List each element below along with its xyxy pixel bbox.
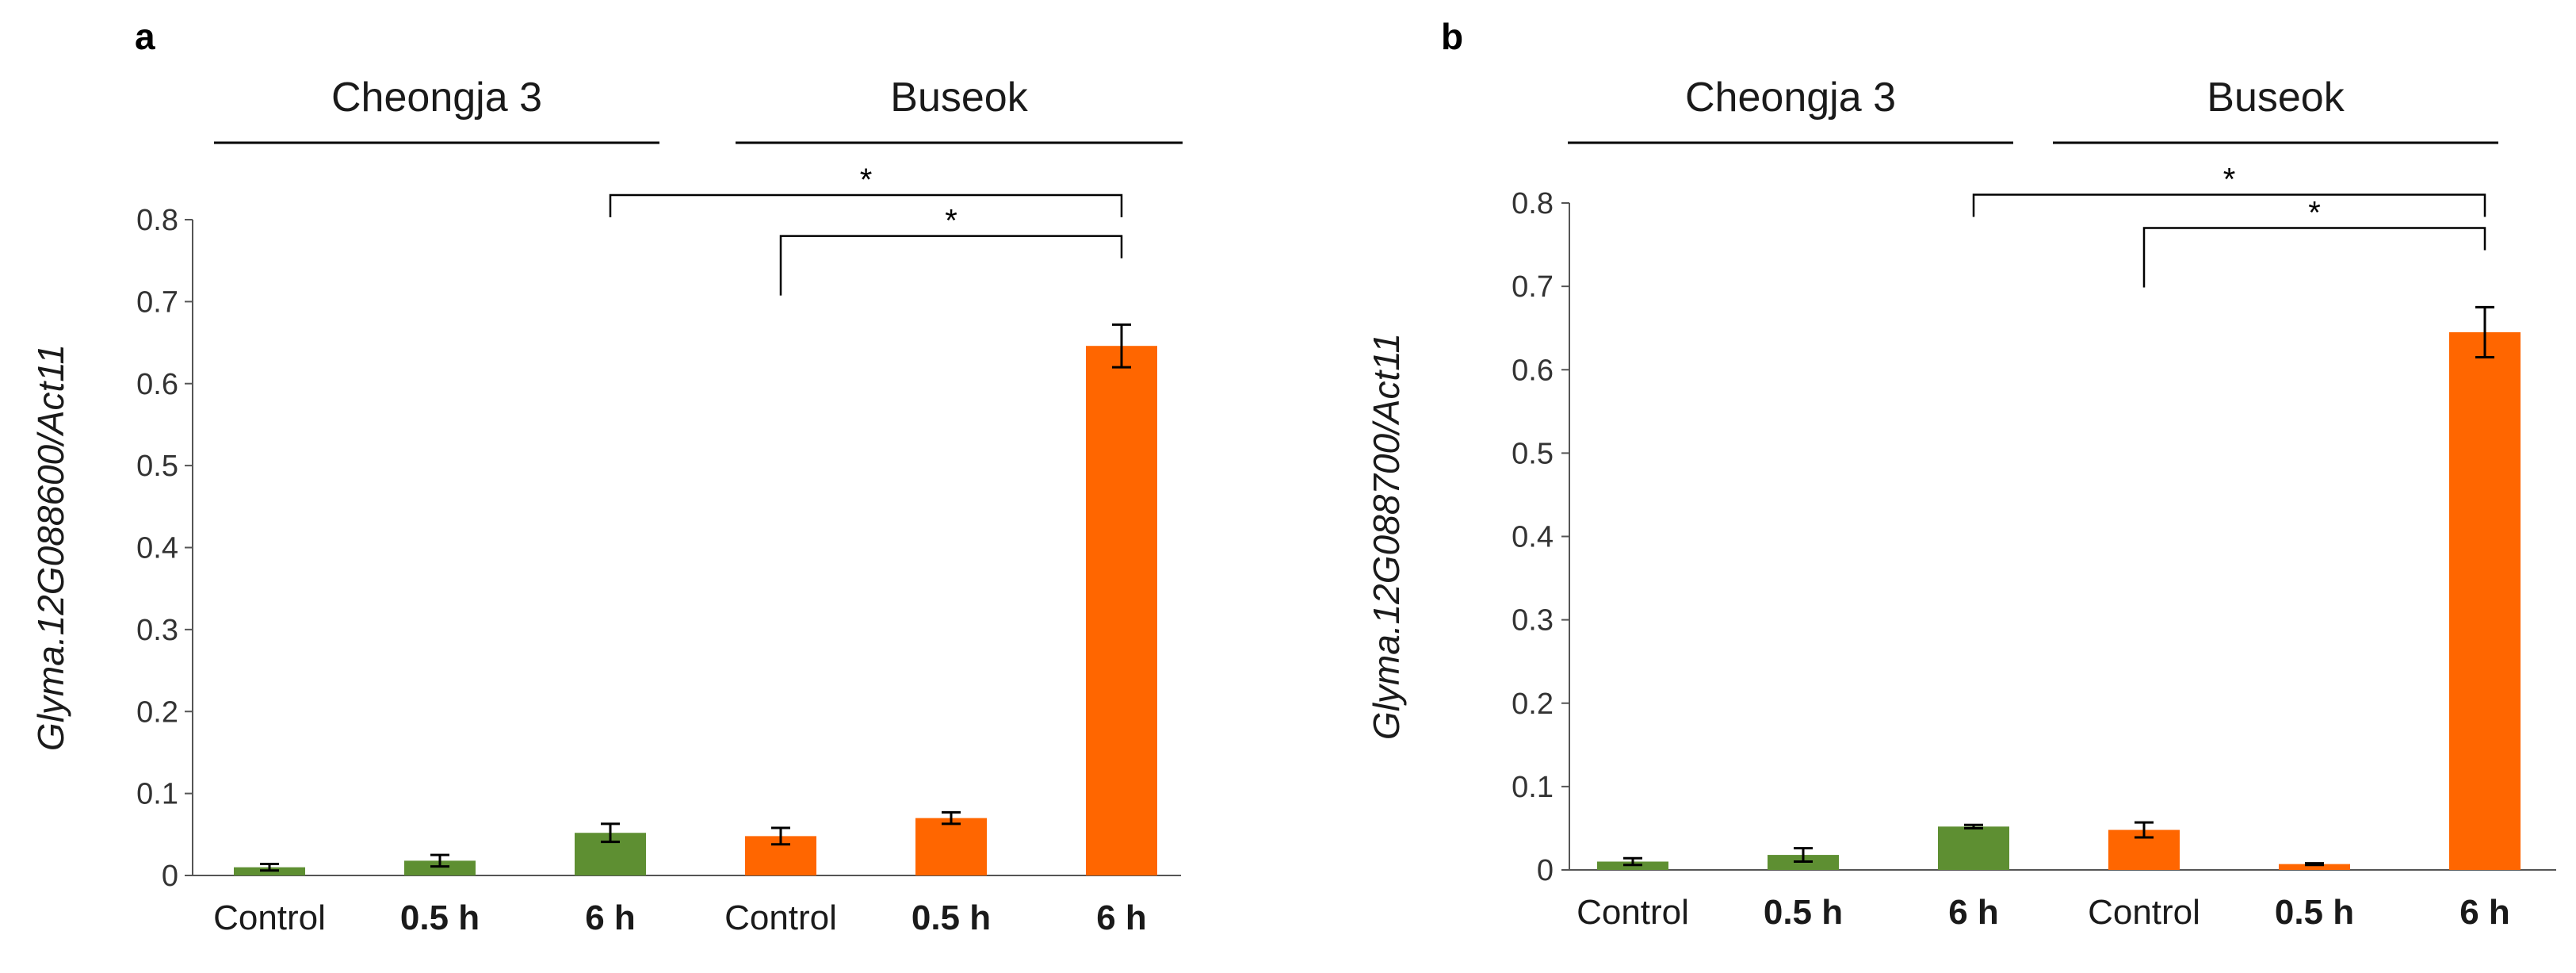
y-tick-label: 0.6	[136, 368, 178, 401]
significance-label: *	[2223, 162, 2236, 197]
significance-label: *	[2308, 196, 2321, 231]
y-tick-label: 0.1	[136, 778, 178, 811]
bar	[1086, 346, 1157, 875]
bar	[404, 860, 476, 875]
x-tick-label: 6 h	[1096, 898, 1147, 937]
y-tick-label: 0.4	[1512, 521, 1554, 554]
x-tick-label: 0.5 h	[400, 898, 480, 937]
significance-bracket	[609, 193, 1123, 217]
chart-panel-a: a Cheongja 3 Buseok 0 0.1 0.2 0.3 0.4 0.5 0.6 0.7 0…	[30, 16, 1183, 937]
panel-label: a	[135, 16, 155, 57]
y-tick-label: 0.8	[1512, 187, 1554, 220]
group-label: Buseok	[2207, 75, 2345, 121]
y-tick-label: 0.3	[1512, 604, 1554, 638]
y-axis-label: Glyma.12G088600/Act11	[30, 344, 71, 751]
y-tick-label: 0.5	[136, 450, 178, 483]
y-tick-label: 0.3	[136, 614, 178, 647]
y-tick-label: 0.4	[136, 532, 178, 565]
x-tick-label: Control	[2088, 893, 2200, 932]
x-tick-label: Control	[724, 898, 837, 937]
significance-bracket	[779, 235, 1123, 296]
x-tick-label: 6 h	[585, 898, 636, 937]
x-tick-label: 0.5 h	[1764, 893, 1843, 932]
significance-bracket	[2142, 227, 2486, 288]
bar	[2449, 331, 2521, 871]
group-label: Cheongja 3	[331, 75, 542, 121]
bar	[915, 818, 987, 875]
chart-panel-b: b Cheongja 3 Buseok 0 0.1 0.2 0.3 0.4 0.5 0.6 0.7 0…	[1366, 16, 2556, 932]
x-tick-label: 0.5 h	[912, 898, 991, 937]
bar	[1938, 826, 2009, 870]
y-tick-label: 0.8	[136, 204, 178, 237]
y-tick-label: 0	[162, 860, 178, 893]
x-tick-label: 6 h	[2459, 893, 2510, 932]
group-label: Cheongja 3	[1685, 75, 1896, 121]
y-tick-label: 0.2	[136, 695, 178, 729]
y-axis-label-gene: Glyma.12G088700	[1366, 434, 1407, 741]
significance-label: *	[945, 204, 957, 239]
significance-label: *	[860, 163, 873, 197]
x-tick-label: 0.5 h	[2275, 893, 2354, 932]
x-tick-label: Control	[213, 898, 326, 937]
x-tick-label: Control	[1577, 893, 1689, 932]
significance-bracket	[1972, 193, 2486, 217]
y-tick-label: 0.7	[136, 285, 178, 319]
y-tick-label: 0.7	[1512, 270, 1554, 304]
x-tick-label: 6 h	[1948, 893, 1999, 932]
y-tick-label: 0.2	[1512, 688, 1554, 721]
bar	[2279, 864, 2350, 870]
panel-label: b	[1441, 16, 1463, 57]
y-tick-label: 0.5	[1512, 437, 1554, 470]
y-axis-label: Glyma.12G088700/Act11	[1366, 333, 1407, 740]
y-axis-label-gene: Glyma.12G088600	[30, 445, 71, 752]
y-tick-label: 0.6	[1512, 354, 1554, 387]
y-tick-label: 0	[1537, 854, 1554, 887]
y-axis-label-ref: /Act11	[30, 344, 71, 447]
y-axis-label-ref: /Act11	[1366, 333, 1407, 436]
group-label: Buseok	[890, 75, 1028, 121]
y-tick-label: 0.1	[1512, 771, 1554, 804]
